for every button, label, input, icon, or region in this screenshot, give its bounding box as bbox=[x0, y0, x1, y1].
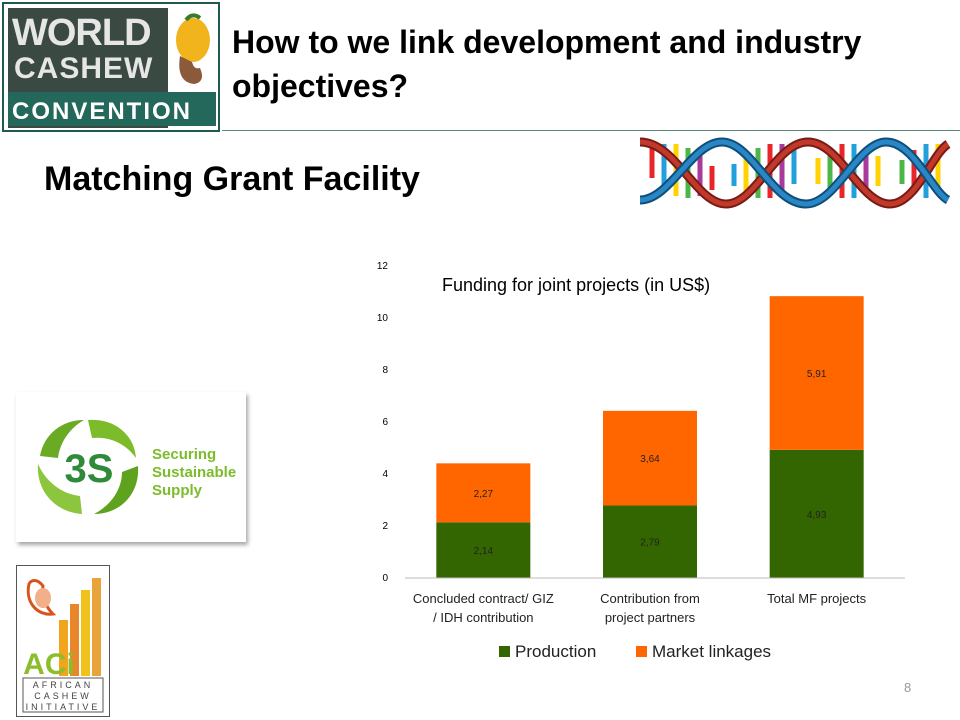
y-tick-label: 4 bbox=[382, 469, 388, 480]
category-label: project partners bbox=[605, 610, 696, 625]
logo-3s-line1: Securing bbox=[152, 446, 217, 463]
dna-helix-icon bbox=[639, 137, 951, 209]
funding-chart: 0 2 4 6 8 10 12 2,14 2,27 2,79 3,64 4,93 5,91 Concl… bbox=[377, 261, 905, 661]
leaf-circle-icon: 3S bbox=[37, 419, 139, 514]
logo-3s-line2: Sustainable bbox=[152, 464, 237, 481]
legend: Production Market linkages bbox=[499, 642, 771, 661]
y-tick-label: 12 bbox=[377, 261, 389, 272]
slide-title: How to we link development and industry … bbox=[232, 24, 862, 104]
y-axis: 0 2 4 6 8 10 12 bbox=[377, 261, 389, 584]
y-tick-label: 8 bbox=[382, 365, 388, 376]
data-label: 5,91 bbox=[807, 369, 827, 380]
bar-production bbox=[769, 449, 864, 578]
category-label: Total MF projects bbox=[767, 591, 866, 606]
legend-label: Production bbox=[515, 642, 596, 661]
securing-sustainable-supply-logo: 3S Securing Sustainable Supply bbox=[16, 392, 246, 542]
logo-band bbox=[8, 92, 216, 126]
chart-title: Funding for joint projects (in US$) bbox=[442, 275, 710, 295]
bar-market-linkages bbox=[769, 296, 864, 450]
data-label: 4,93 bbox=[807, 510, 827, 521]
world-cashew-convention-logo: WORLD CASHEW CONVENTION bbox=[2, 2, 220, 132]
bar-market-linkages bbox=[436, 463, 531, 523]
y-tick-label: 10 bbox=[377, 313, 389, 324]
page-number: 8 bbox=[904, 680, 912, 695]
y-tick-label: 2 bbox=[382, 521, 388, 532]
logo-line-cashew: CASHEW bbox=[14, 52, 154, 85]
data-label: 3,64 bbox=[640, 454, 660, 465]
legend-swatch bbox=[636, 646, 647, 657]
y-tick-label: 0 bbox=[382, 573, 388, 584]
aci-mark: ACi bbox=[23, 648, 75, 681]
data-labels: 2,14 2,27 2,79 3,64 4,93 5,91 bbox=[474, 369, 827, 557]
x-axis: Concluded contract/ GIZ / IDH contributio… bbox=[413, 591, 867, 625]
title-divider bbox=[222, 130, 960, 131]
bar-market-linkages bbox=[603, 410, 697, 506]
aci-emblem-icon: ACi bbox=[22, 578, 104, 713]
bar-production bbox=[436, 522, 531, 578]
y-tick-label: 6 bbox=[382, 417, 388, 428]
logo-line-world: WORLD bbox=[12, 12, 152, 54]
legend-label: Market linkages bbox=[652, 642, 771, 661]
cashew-fruit-icon bbox=[176, 13, 210, 84]
data-label: 2,27 bbox=[474, 489, 494, 500]
bars bbox=[436, 296, 864, 578]
data-label: 2,14 bbox=[474, 546, 494, 557]
logo-line-convention: CONVENTION bbox=[12, 98, 193, 125]
category-label: / IDH contribution bbox=[433, 610, 533, 625]
category-label: Contribution from bbox=[600, 591, 700, 606]
bar-production bbox=[603, 505, 697, 578]
legend-swatch bbox=[499, 646, 510, 657]
african-cashew-initiative-logo: ACi AFRICAN CASHEW INITIATIVE bbox=[16, 565, 110, 717]
logo-3s-mark: 3S bbox=[65, 447, 114, 491]
data-label: 2,79 bbox=[640, 538, 660, 549]
aci-text: AFRICAN CASHEW INITIATIVE bbox=[25, 680, 101, 712]
section-title: Matching Grant Facility bbox=[44, 160, 420, 198]
logo-3s-line3: Supply bbox=[152, 482, 203, 499]
category-label: Concluded contract/ GIZ bbox=[413, 591, 554, 606]
